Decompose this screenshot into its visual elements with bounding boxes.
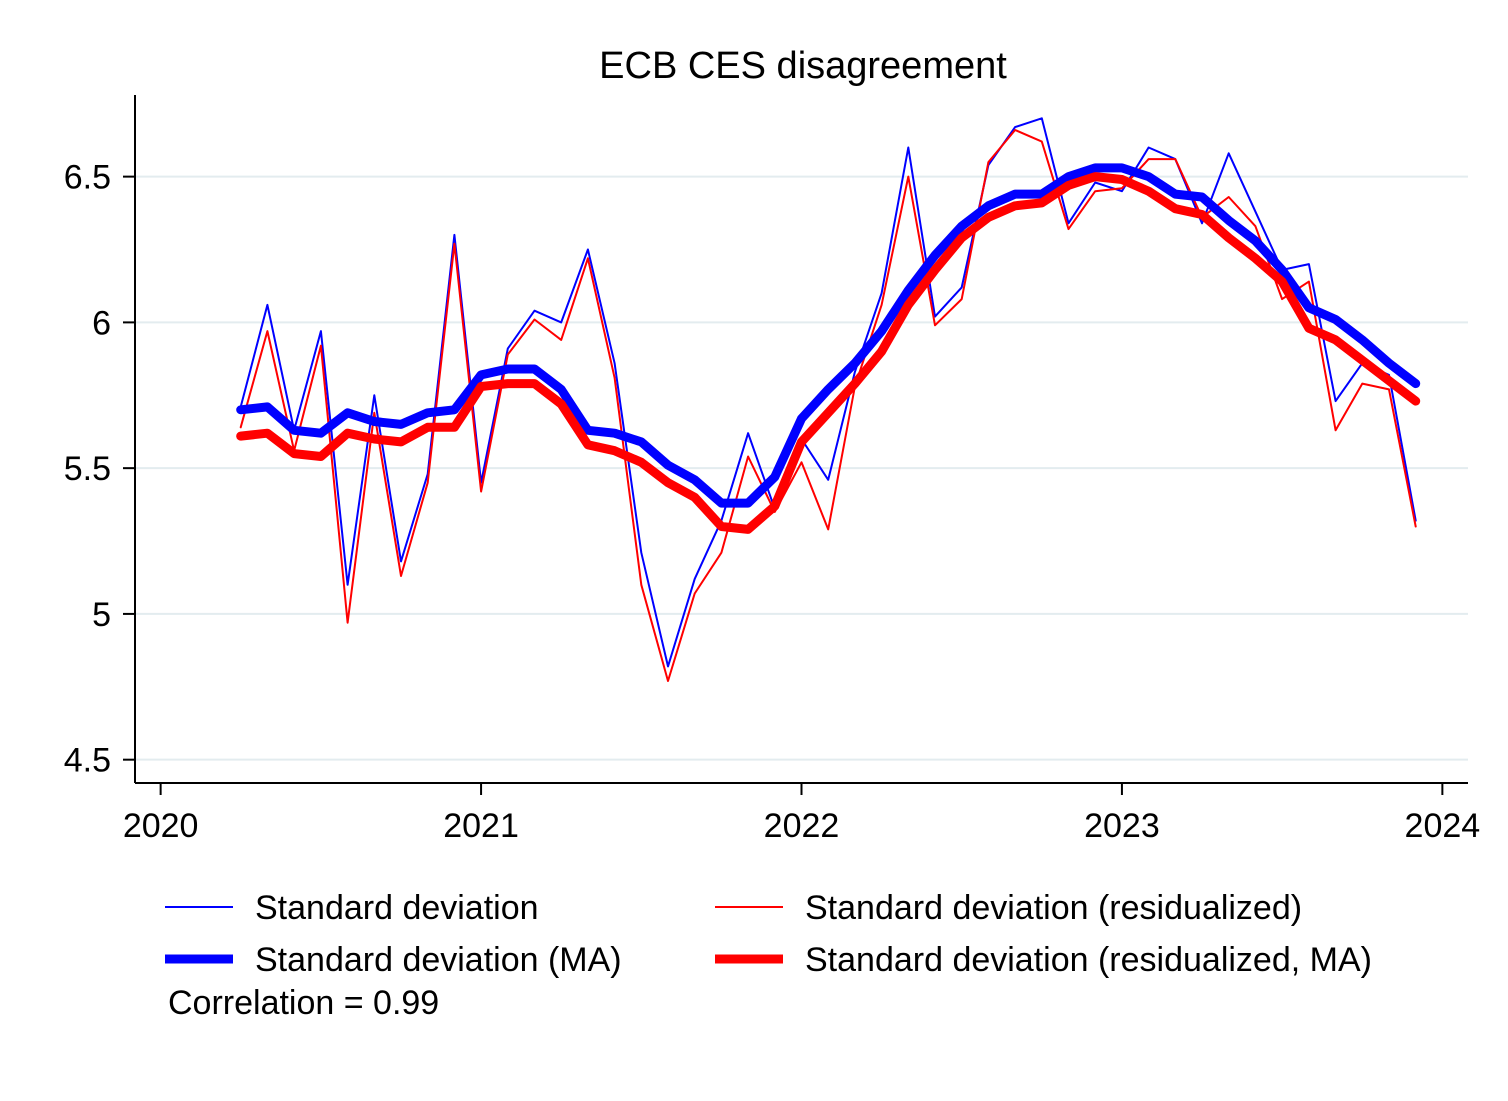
axes-layer: 4.5 5 5.5 6 6.5 2020 2021 2022 2023 2024 <box>64 95 1480 845</box>
legend-label: Standard deviation (residualized) <box>805 889 1302 927</box>
series-line <box>236 172 1421 534</box>
y-tick-label: 6.5 <box>64 159 111 197</box>
legend-label: Standard deviation (residualized, MA) <box>805 941 1372 979</box>
y-tick-label: 5 <box>92 596 111 634</box>
legend-label: Standard deviation <box>255 889 539 927</box>
x-tick-label: 2024 <box>1405 807 1481 845</box>
chart-title: ECB CES disagreement <box>599 45 1007 87</box>
y-tick-label: 6 <box>92 304 111 342</box>
x-tick-label: 2020 <box>123 807 199 845</box>
legend: Standard deviation Standard deviation (re… <box>165 889 1372 979</box>
series-line <box>236 163 1421 508</box>
x-tick-label: 2021 <box>443 807 519 845</box>
x-tick-label: 2023 <box>1084 807 1160 845</box>
grid-layer <box>135 175 1468 761</box>
legend-label: Standard deviation (MA) <box>255 941 622 979</box>
y-tick-label: 5.5 <box>64 450 111 488</box>
y-tick-label: 4.5 <box>64 742 111 780</box>
correlation-note: Correlation = 0.99 <box>168 984 439 1022</box>
x-tick-label: 2022 <box>764 807 840 845</box>
series-layer <box>236 117 1421 682</box>
series-line <box>239 129 1417 682</box>
